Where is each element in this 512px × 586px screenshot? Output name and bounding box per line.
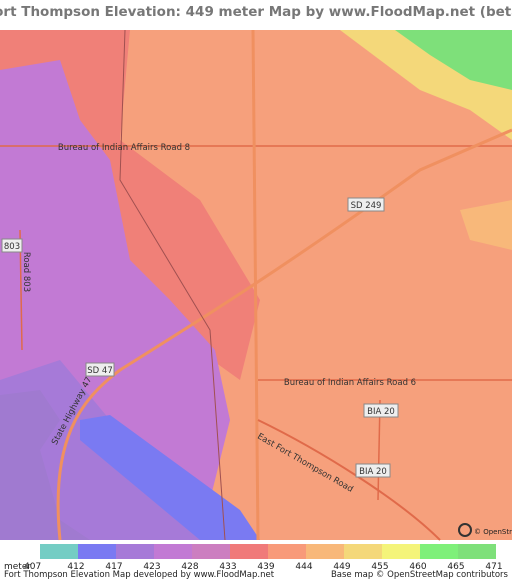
legend-swatch (382, 544, 420, 559)
legend-label: 460 (409, 562, 426, 572)
legend-label: 439 (257, 562, 274, 572)
legend-unit: meter (4, 562, 31, 572)
shield (347, 197, 385, 212)
legend-label: 423 (143, 562, 160, 572)
road (119, 128, 512, 372)
legend-swatch (230, 544, 268, 559)
legend-swatch (154, 544, 192, 559)
legend-swatch (344, 544, 382, 559)
terrain-mid (460, 200, 512, 250)
road-label: SD 249 (351, 201, 382, 211)
shield (363, 403, 399, 418)
legend-label: 465 (447, 562, 464, 572)
title: Fort Thompson Elevation: 449 meter Map b… (0, 4, 512, 20)
search-icon (458, 523, 472, 537)
legend-swatch (78, 544, 116, 559)
legend-swatch (420, 544, 458, 559)
road-label: Bureau of Indian Affairs Road 6 (284, 378, 416, 388)
shield (1, 238, 23, 253)
road-label: SD 47 (87, 366, 112, 376)
legend-label: 412 (67, 562, 84, 572)
road-label: Road 803 (21, 252, 31, 292)
map: Bureau of Indian Affairs Road 8 SD 249 8… (0, 29, 512, 541)
railway (119, 29, 226, 541)
legend-label: 417 (105, 562, 122, 572)
road-label: 803 (4, 242, 20, 252)
shield (85, 362, 115, 377)
road (56, 368, 121, 541)
legend-label: 407 (24, 562, 41, 572)
river (80, 415, 260, 540)
legend-label: 433 (219, 562, 236, 572)
legend-swatch (458, 544, 496, 559)
road-label: BIA 20 (359, 467, 387, 477)
legend-swatch (116, 544, 154, 559)
legend-label: 428 (181, 562, 198, 572)
legend-swatch (40, 544, 78, 559)
terrain-highest (395, 30, 512, 90)
legend-label: 444 (295, 562, 312, 572)
legend-label: 449 (333, 562, 350, 572)
attribution: © OpenStreetMap (474, 528, 512, 536)
footer-right: Base map © OpenStreetMap contributors (331, 570, 509, 580)
legend-swatch (192, 544, 230, 559)
road-label: Bureau of Indian Affairs Road 8 (58, 143, 190, 153)
legend-label: 471 (485, 562, 502, 572)
legend-swatch (268, 544, 306, 559)
legend-swatch (306, 544, 344, 559)
shield (355, 463, 391, 478)
legend-label: 455 (371, 562, 388, 572)
footer-left: Fort Thompson Elevation Map developed by… (4, 570, 275, 580)
lake (0, 390, 90, 540)
road-label: BIA 20 (367, 407, 395, 417)
